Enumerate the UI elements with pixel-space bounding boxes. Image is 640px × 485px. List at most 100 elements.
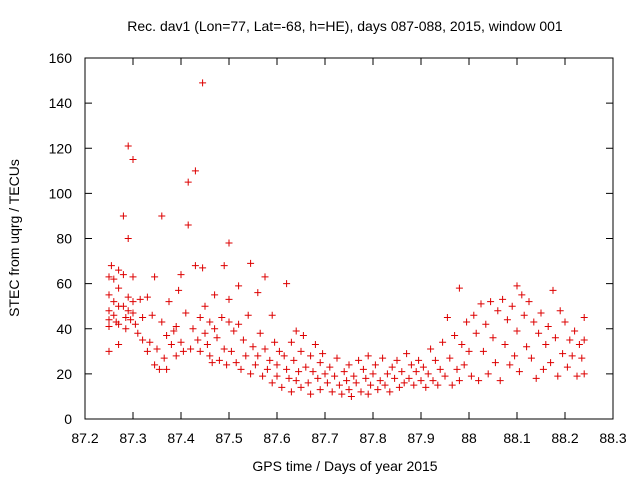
data-point <box>239 336 247 344</box>
data-point <box>407 361 415 369</box>
data-point <box>146 338 154 346</box>
axis-ticks <box>84 57 614 420</box>
data-point <box>287 338 295 346</box>
data-point <box>424 370 432 378</box>
data-point <box>211 291 219 299</box>
data-point <box>129 298 137 306</box>
data-point <box>158 212 166 220</box>
data-point <box>575 341 583 349</box>
data-point <box>551 334 559 342</box>
data-point <box>151 273 159 281</box>
data-points <box>105 79 588 400</box>
data-point <box>520 311 528 319</box>
x-tick-label: 87.7 <box>311 430 338 446</box>
x-tick-label: 87.5 <box>215 430 242 446</box>
data-point <box>177 338 185 346</box>
data-point <box>223 361 231 369</box>
x-tick-label: 88.3 <box>599 430 626 446</box>
data-point <box>278 383 286 391</box>
data-point <box>446 354 454 362</box>
data-point <box>513 327 521 335</box>
data-point <box>470 311 478 319</box>
data-point <box>254 289 262 297</box>
data-point <box>331 372 339 380</box>
data-point <box>477 300 485 308</box>
data-point <box>211 325 219 333</box>
data-point <box>503 316 511 324</box>
data-point <box>530 318 538 326</box>
data-point <box>105 316 113 324</box>
data-point <box>196 347 204 355</box>
data-point <box>367 381 375 389</box>
data-point <box>544 322 552 330</box>
data-point <box>359 365 367 373</box>
data-point <box>247 259 255 267</box>
data-point <box>472 329 480 337</box>
x-tick-label: 87.4 <box>167 430 194 446</box>
data-point <box>386 388 394 396</box>
data-point <box>453 365 461 373</box>
data-point <box>244 311 252 319</box>
data-point <box>167 341 175 349</box>
data-point <box>273 361 281 369</box>
y-tick-label: 160 <box>49 50 73 66</box>
data-point <box>335 381 343 389</box>
data-point <box>283 365 291 373</box>
data-point <box>235 320 243 328</box>
data-point <box>187 345 195 353</box>
data-point <box>254 352 262 360</box>
data-point <box>184 178 192 186</box>
data-point <box>105 322 113 330</box>
data-point <box>184 221 192 229</box>
y-tick-label: 60 <box>56 276 72 292</box>
data-point <box>275 347 283 355</box>
data-point <box>129 273 137 281</box>
x-tick-label: 88.2 <box>551 430 578 446</box>
data-point <box>115 341 123 349</box>
data-point <box>568 352 576 360</box>
data-point <box>237 365 245 373</box>
data-point <box>213 334 221 342</box>
data-point <box>139 336 147 344</box>
data-point <box>496 377 504 385</box>
data-point <box>501 341 509 349</box>
data-point <box>561 318 569 326</box>
data-point <box>273 372 281 380</box>
data-point <box>451 332 459 340</box>
data-point <box>333 354 341 362</box>
data-point <box>136 295 144 303</box>
data-point <box>271 338 279 346</box>
data-point <box>172 322 180 330</box>
data-point <box>395 383 403 391</box>
data-point <box>218 313 226 321</box>
data-point <box>155 365 163 373</box>
data-point <box>297 383 305 391</box>
data-point <box>400 379 408 387</box>
data-point <box>201 329 209 337</box>
data-point <box>328 388 336 396</box>
data-point <box>443 313 451 321</box>
data-point <box>170 327 178 335</box>
data-point <box>199 264 207 272</box>
data-point <box>196 313 204 321</box>
data-point <box>403 350 411 358</box>
data-point <box>352 379 360 387</box>
data-point <box>573 372 581 380</box>
x-tick-label: 87.3 <box>119 430 146 446</box>
data-point <box>415 356 423 364</box>
y-tick-label: 100 <box>49 185 73 201</box>
data-point <box>489 334 497 342</box>
data-point <box>448 381 456 389</box>
data-point <box>314 374 322 382</box>
data-point <box>429 377 437 385</box>
data-point <box>532 374 540 382</box>
data-point <box>151 361 159 369</box>
data-point <box>129 309 137 317</box>
data-point <box>357 388 365 396</box>
data-point <box>220 345 228 353</box>
data-point <box>491 359 499 367</box>
x-tick-label: 87.2 <box>71 430 98 446</box>
data-point <box>369 370 377 378</box>
data-point <box>292 327 300 335</box>
